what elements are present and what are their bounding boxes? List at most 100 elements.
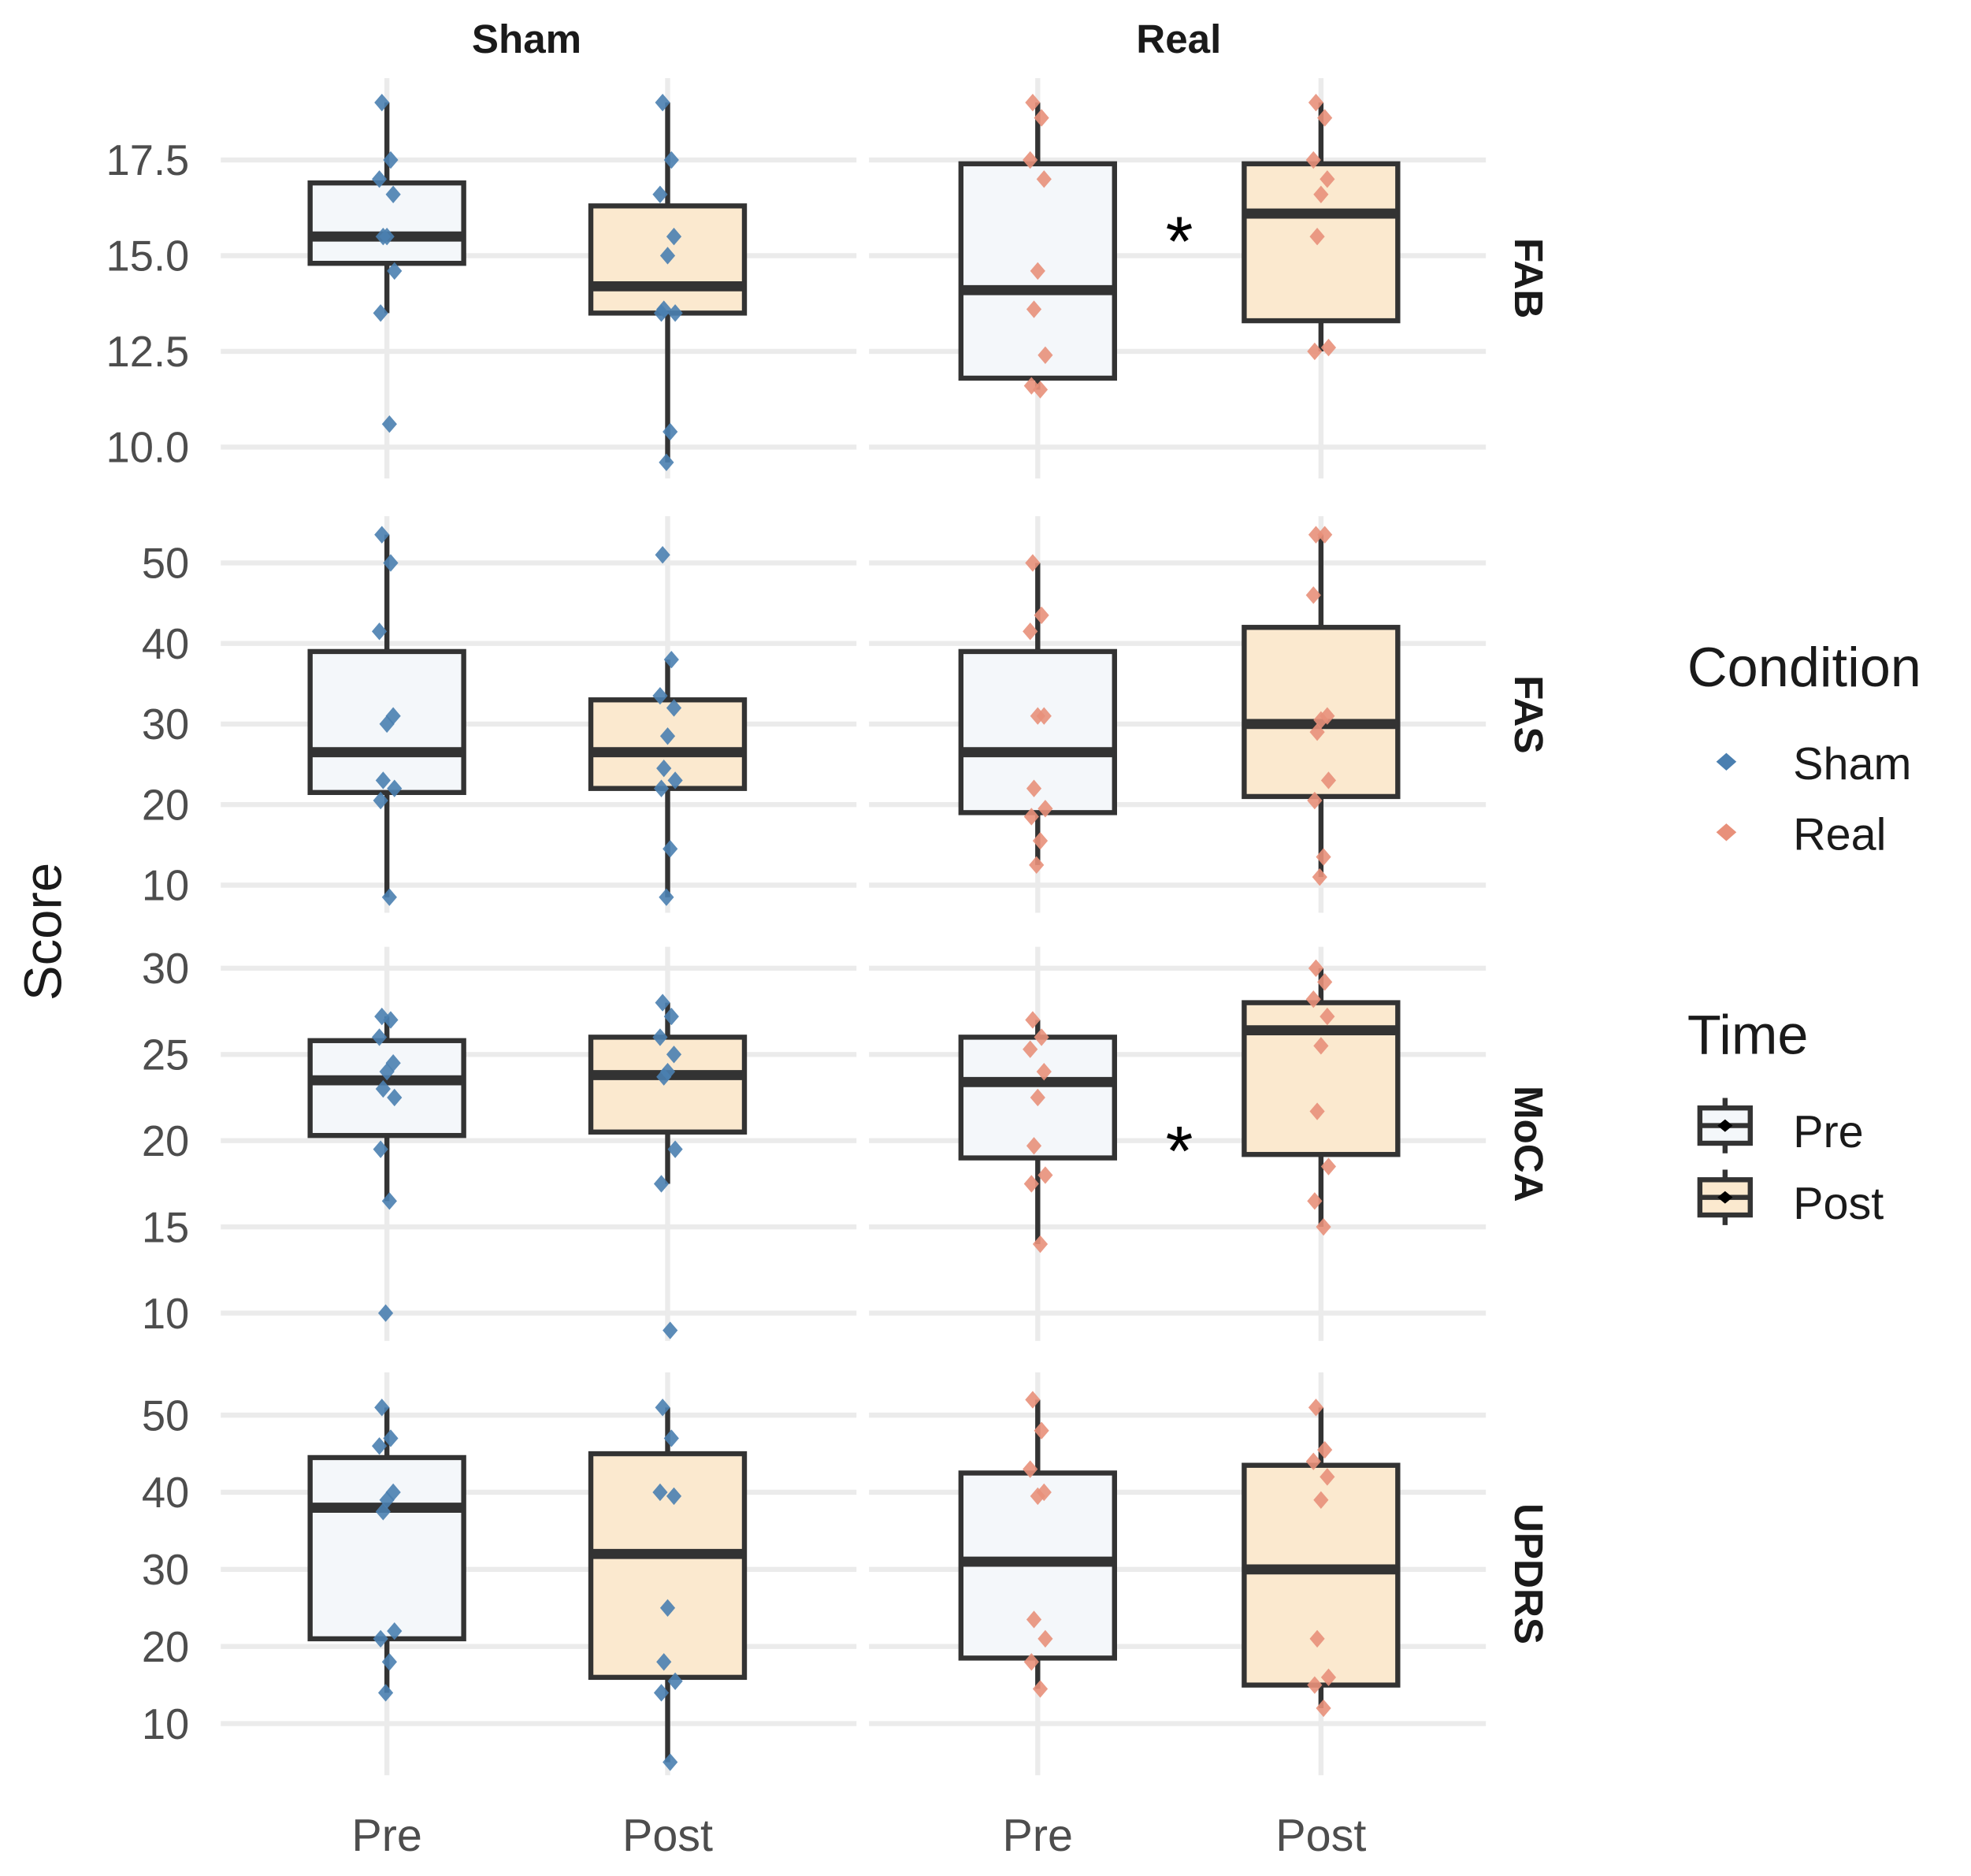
data-point	[1305, 586, 1321, 604]
legend-label-real: Real	[1793, 810, 1886, 860]
y-tick-label: 15.0	[106, 232, 190, 280]
data-point	[1307, 1676, 1323, 1694]
data-point	[1320, 1007, 1335, 1026]
data-point	[659, 1599, 676, 1617]
data-point	[1313, 185, 1329, 203]
y-tick-label: 10	[142, 862, 189, 910]
data-point	[1309, 723, 1325, 741]
box-iqr	[588, 1451, 748, 1681]
boxplot-fas-real-pre	[958, 563, 1117, 865]
data-point	[373, 1629, 388, 1648]
data-point	[1320, 338, 1337, 357]
legend-key-post	[1697, 1169, 1753, 1225]
data-point	[1026, 300, 1042, 318]
data-point	[666, 1487, 682, 1506]
data-point	[383, 1011, 399, 1029]
row-strip-label-moca: MoCA	[1506, 1086, 1551, 1202]
data-point	[371, 1437, 388, 1455]
y-tick-label: 40	[142, 1469, 189, 1517]
y-tick-label: 17.5	[106, 136, 190, 184]
data-point	[374, 526, 390, 544]
data-point	[1023, 150, 1038, 169]
data-point	[1320, 170, 1335, 188]
data-point	[1309, 228, 1325, 246]
x-tick-label-post: Post	[622, 1811, 713, 1861]
boxplot-updrs-real-pre	[958, 1399, 1117, 1689]
boxplot-fab-sham-pre	[307, 102, 466, 314]
data-point	[659, 1062, 676, 1081]
y-tick-label: 10	[142, 1700, 189, 1748]
boxplot-moca-sham-pre	[307, 1016, 466, 1202]
data-point	[381, 1653, 397, 1671]
legend-title-condition: Condition	[1687, 636, 1921, 698]
data-point	[659, 247, 676, 265]
data-point	[1312, 867, 1327, 886]
legend-key-sham	[1716, 752, 1737, 771]
data-point	[1320, 1668, 1337, 1687]
data-point	[379, 1062, 395, 1081]
legend-key-real	[1716, 823, 1737, 841]
y-tick-label: 30	[142, 1546, 189, 1594]
boxplot-moca-real-pre	[958, 1020, 1117, 1245]
data-point	[667, 1140, 683, 1158]
y-tick-label: 50	[142, 1391, 189, 1440]
legend: Condition Sham Real Time Pre Post	[1687, 636, 1921, 1229]
y-tick-label: 30	[142, 700, 189, 749]
data-point	[1317, 109, 1333, 127]
boxplot-fas-real-post	[1242, 534, 1401, 878]
boxplot-moca-sham-post	[588, 1002, 748, 1184]
y-tick-label: 15	[142, 1203, 189, 1251]
data-point	[1036, 1062, 1052, 1081]
data-point	[663, 840, 678, 858]
data-point	[381, 1192, 397, 1210]
data-point	[655, 546, 670, 564]
data-point	[1305, 150, 1321, 169]
data-point	[1308, 526, 1324, 544]
data-point	[1313, 1491, 1329, 1509]
data-point	[1036, 170, 1052, 188]
data-point	[377, 1684, 394, 1702]
box-iqr	[958, 648, 1117, 815]
data-point	[656, 759, 672, 778]
data-point	[383, 1429, 399, 1447]
legend-key-pre	[1697, 1098, 1753, 1153]
x-tick-label-pre: Pre	[1003, 1811, 1074, 1861]
data-point	[656, 1653, 672, 1671]
data-point	[653, 304, 670, 322]
strip-label-sham: Sham	[472, 17, 581, 61]
data-point	[371, 622, 388, 641]
data-point	[383, 150, 399, 169]
y-tick-label: 20	[142, 1117, 189, 1165]
data-point	[663, 150, 679, 169]
data-point	[663, 650, 679, 669]
data-point	[1032, 1235, 1049, 1254]
data-point	[666, 699, 682, 717]
data-points	[371, 93, 1337, 1771]
y-tick-label: 25	[142, 1031, 189, 1079]
x-tick-label-pre: Pre	[351, 1811, 422, 1861]
data-point	[1320, 771, 1337, 789]
data-point	[667, 771, 683, 789]
data-point	[383, 554, 399, 572]
data-point	[1023, 1460, 1038, 1478]
data-point	[655, 93, 670, 112]
data-point	[659, 727, 676, 745]
data-point	[1317, 526, 1333, 544]
y-axis-title: Score	[13, 863, 72, 1001]
data-point	[1308, 93, 1324, 112]
significance-asterisk: *	[1166, 202, 1193, 280]
significance-asterisk: *	[1166, 1112, 1193, 1191]
data-point	[1307, 342, 1323, 361]
data-point	[652, 686, 668, 705]
y-tick-label: 30	[142, 945, 189, 993]
data-point	[1023, 622, 1038, 641]
data-point	[381, 415, 397, 433]
data-point	[371, 170, 388, 188]
boxplot-updrs-sham-pre	[307, 1407, 466, 1693]
box-iqr	[307, 180, 466, 266]
data-point	[1316, 848, 1331, 866]
data-point	[659, 888, 674, 906]
data-point	[663, 422, 678, 441]
data-point	[373, 304, 388, 322]
